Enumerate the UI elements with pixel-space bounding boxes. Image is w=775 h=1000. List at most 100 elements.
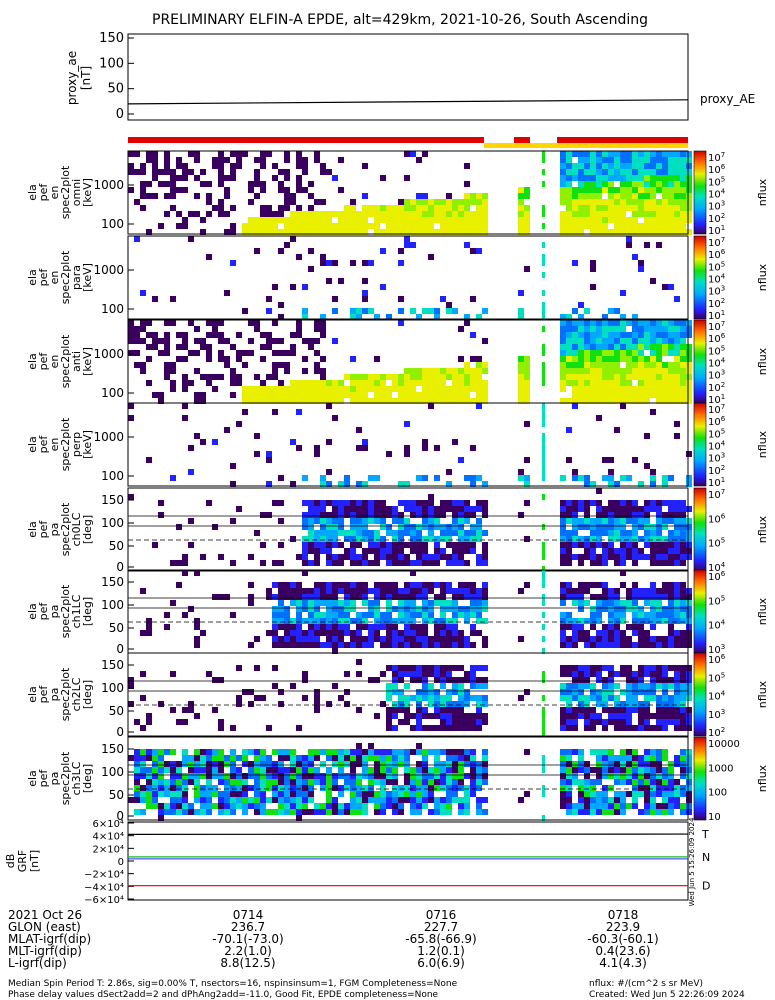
spectrogram-cell <box>152 542 158 548</box>
spectrogram-cell <box>476 392 482 398</box>
spectrogram-cell <box>476 665 482 671</box>
spectrogram-cell <box>458 542 464 548</box>
spectrogram-cell <box>362 624 368 630</box>
spectrogram-cell <box>368 612 374 618</box>
spectrogram-cell <box>686 151 692 157</box>
spectrogram-cell <box>422 600 428 606</box>
spectrogram-cell <box>590 530 596 536</box>
spectrogram-cell <box>404 719 410 725</box>
spectrogram-cell <box>458 719 464 725</box>
spectrogram-cell <box>248 642 254 648</box>
spectrogram-cell <box>656 320 662 326</box>
spectrogram-cell <box>308 779 314 785</box>
spectrogram-cell <box>362 211 368 217</box>
spectrogram-cell <box>680 809 686 815</box>
spectrogram-cell <box>290 193 296 199</box>
spectrogram-cell <box>386 524 392 530</box>
spectrogram-cell <box>290 398 296 404</box>
spectrogram-cell <box>206 761 212 767</box>
spectrogram-cell <box>638 767 644 773</box>
colorbar-tick-label: 106 <box>708 332 726 345</box>
spectrogram-cell <box>308 773 314 779</box>
spectrogram-cell <box>314 542 320 548</box>
spectrogram-cell <box>278 636 284 642</box>
spectrogram-cell <box>674 199 680 205</box>
spectrogram-cell <box>470 642 476 648</box>
spectrogram-cell <box>596 350 602 356</box>
spectrogram-cell <box>248 392 254 398</box>
spectrogram-cell <box>254 695 260 701</box>
spectrogram-cell <box>668 326 674 332</box>
spectrogram-cell <box>572 205 578 211</box>
spectrogram-cell <box>230 749 236 755</box>
spectrogram-cell <box>428 618 434 624</box>
spectrogram-cell <box>164 193 170 199</box>
spectrogram-cell <box>422 151 428 157</box>
spectrogram-cell <box>308 797 314 803</box>
spectrogram-cell <box>368 536 374 542</box>
spectrogram-cell <box>584 671 590 677</box>
spectrogram-cell <box>542 524 545 530</box>
spectrogram-cell <box>668 707 674 713</box>
spectrogram-cell <box>314 199 320 205</box>
spectrogram-cell <box>572 803 578 809</box>
spectrogram-cell <box>446 524 452 530</box>
spectrogram-cell <box>356 554 362 560</box>
spectrogram-cell <box>284 785 290 791</box>
spectrogram-cell <box>134 755 140 761</box>
spectrogram-cell <box>398 199 404 205</box>
spectrogram-cell <box>254 797 260 803</box>
spectrogram-cell <box>446 677 452 683</box>
spectrogram-cell <box>398 248 404 254</box>
spectrogram-cell <box>194 211 200 217</box>
spectrogram-cell <box>674 536 680 542</box>
spectrogram-cell <box>404 606 410 612</box>
spectrogram-cell <box>254 767 260 773</box>
spectrogram-cell <box>650 157 656 163</box>
spectrogram-cell <box>422 308 428 314</box>
spectrogram-cell <box>146 797 152 803</box>
spectrogram-cell <box>374 536 380 542</box>
spectrogram-cell <box>584 582 590 588</box>
spectrogram-cell <box>590 809 596 815</box>
spectrogram-cell <box>620 338 626 344</box>
spectrogram-cell <box>584 524 590 530</box>
spectrogram-cell <box>404 683 410 689</box>
spectrogram-cell <box>416 767 422 773</box>
spectrogram-cell <box>560 512 566 518</box>
spectrogram-cell <box>302 636 308 642</box>
spectrogram-cell <box>482 481 488 487</box>
spectrogram-cell <box>290 797 296 803</box>
spectrogram-cell <box>368 308 374 314</box>
spectrogram-cell <box>578 689 584 695</box>
spectrogram-cell <box>290 636 296 642</box>
ylabel-line: ch1LC <box>70 594 83 628</box>
spectrogram-cell <box>608 773 614 779</box>
spectrogram-cell <box>428 223 434 229</box>
spectrogram-cell <box>614 223 620 229</box>
spectrogram-cell <box>320 600 326 606</box>
spectrogram-cell <box>410 671 416 677</box>
spectrogram-cell <box>542 157 545 163</box>
spectrogram-cell <box>350 761 356 767</box>
spectrogram-cell <box>254 175 260 181</box>
spectrogram-cell <box>344 773 350 779</box>
spectrogram-cell <box>302 791 308 797</box>
spectrogram-cell <box>338 392 344 398</box>
spectrogram-cell <box>452 554 458 560</box>
spectrogram-cell <box>452 773 458 779</box>
spectrogram-cell <box>350 548 356 554</box>
spectrogram-cell <box>260 332 266 338</box>
spectrogram-cell <box>230 767 236 773</box>
spectrogram-cell <box>314 773 320 779</box>
spectrogram-cell <box>284 606 290 612</box>
spectrogram-cell <box>566 713 572 719</box>
spectrogram-cell <box>632 524 638 530</box>
spectrogram-cell <box>410 785 416 791</box>
spectrogram-cell <box>290 594 296 600</box>
spectrogram-cell <box>386 398 392 404</box>
spectrogram-cell <box>374 755 380 761</box>
spectrogram-cell <box>608 695 614 701</box>
spectrogram-cell <box>332 260 338 266</box>
colorbar-tick-label: 106 <box>708 512 726 525</box>
